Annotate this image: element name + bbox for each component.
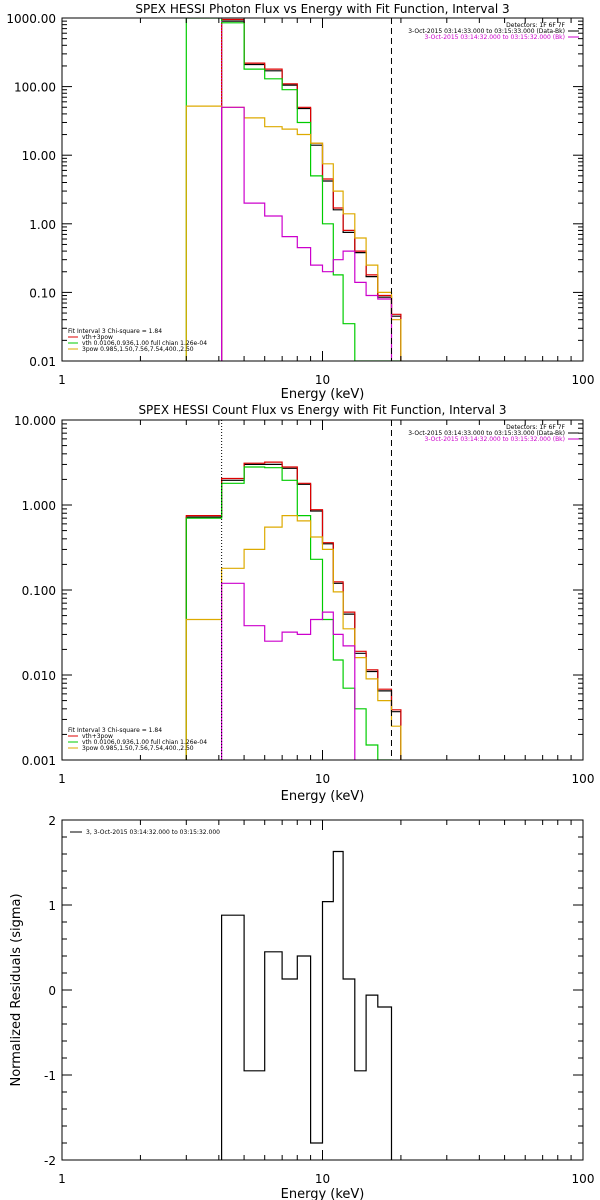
series-line-vth xyxy=(185,466,393,760)
x-tick-label: 10 xyxy=(315,373,330,387)
series-group xyxy=(221,850,393,1160)
info-line: Detectors: 1F 6F 7F xyxy=(506,22,565,29)
y-tick-label: 0.001 xyxy=(22,754,56,768)
info-line: 3-Oct-2015 03:14:33.000 to 03:15:33.000 … xyxy=(408,28,565,35)
chart-panel-residuals: 1 10 100 -2 -1 0 1 2 Energy (keV) Normalized Resi… xyxy=(9,814,594,1200)
info-line: Detectors: 1F 6F 7F xyxy=(506,424,565,431)
y-tick-label: 0.010 xyxy=(22,669,56,683)
y-tick-label: 10.00 xyxy=(22,149,56,163)
legend-entry: vth 0.0106,0.936,1.00 full chian 1.26e-0… xyxy=(82,739,207,746)
y-tick-label: -2 xyxy=(44,1154,56,1168)
legend-entry: 3pow 0.985,1.50,7.56,7.54,400.,2.50 xyxy=(82,346,194,353)
y-tick-label: 2 xyxy=(48,814,56,828)
x-axis-label: Energy (keV) xyxy=(281,1187,365,1200)
series-line-3pow xyxy=(185,515,402,760)
info-line: 3-Oct-2015 03:14:32.000 to 03:15:32.000 … xyxy=(425,34,566,41)
y-tick-label: 0 xyxy=(48,984,56,998)
series-line-bk xyxy=(221,106,393,361)
x-tick-label: 1 xyxy=(58,772,66,786)
x-tick-label: 100 xyxy=(572,772,595,786)
y-tick-label: 100.00 xyxy=(14,81,56,95)
y-tick-label: 1.000 xyxy=(22,499,56,513)
y-tick-label: 1000.00 xyxy=(6,12,56,26)
x-tick-label: 1 xyxy=(58,1172,66,1186)
legend-entry: vth 0.0106,0.936,1.00 full chian 1.26e-0… xyxy=(82,340,207,347)
y-tick-label: 0.100 xyxy=(22,584,56,598)
legend-entry: vth+3pow xyxy=(82,334,113,341)
chart-title: SPEX HESSI Count Flux vs Energy with Fit… xyxy=(138,403,506,417)
y-tick-label: 1 xyxy=(48,899,56,913)
series-line-3pow xyxy=(185,105,402,361)
series-line-bk xyxy=(221,582,356,760)
legend-entry: 3pow 0.985,1.50,7.56,7.54,400.,2.50 xyxy=(82,745,194,752)
series-group xyxy=(185,18,402,361)
x-tick-label: 1 xyxy=(58,373,66,387)
y-tick-label: 0.10 xyxy=(29,286,56,300)
chart-title: SPEX HESSI Photon Flux vs Energy with Fi… xyxy=(135,2,509,16)
y-tick-label: 1.00 xyxy=(29,218,56,232)
x-tick-label: 10 xyxy=(315,1172,330,1186)
legend-entry: 3, 3-Oct-2015 03:14:32.000 to 03:15:32.0… xyxy=(86,829,220,836)
y-tick-label: -1 xyxy=(44,1069,56,1083)
legend-entry: vth+3pow xyxy=(82,733,113,740)
info-line: 3-Oct-2015 03:14:32.000 to 03:15:32.000 … xyxy=(425,436,566,443)
series-line-vth-3pow xyxy=(221,18,402,361)
y-axis-label: Normalized Residuals (sigma) xyxy=(9,893,24,1086)
series-group xyxy=(185,461,402,760)
series-line-residuals xyxy=(221,850,393,1160)
series-line-vth xyxy=(185,18,402,361)
x-tick-label: 100 xyxy=(572,373,595,387)
y-tick-label: 0.01 xyxy=(29,355,56,369)
chart-panel-count: SPEX HESSI Count Flux vs Energy with Fit… xyxy=(14,403,594,804)
series-line-vth-3pow xyxy=(185,461,402,760)
series-line-data-bk xyxy=(185,463,402,760)
info-line: 3-Oct-2015 03:14:33.000 to 03:15:33.000 … xyxy=(408,430,565,437)
legend-header: Fit Interval 3 Chi-square = 1.84 xyxy=(68,727,162,734)
x-axis-label: Energy (keV) xyxy=(281,789,365,804)
x-axis-label: Energy (keV) xyxy=(281,387,365,402)
y-tick-label: 10.000 xyxy=(14,414,56,428)
series-line-data-bk xyxy=(221,20,402,361)
x-tick-label: 100 xyxy=(572,1172,595,1186)
legend-header: Fit Interval 3 Chi-square = 1.84 xyxy=(68,328,162,335)
x-tick-label: 10 xyxy=(315,772,330,786)
chart-panel-photon: SPEX HESSI Photon Flux vs Energy with Fi… xyxy=(6,2,594,402)
